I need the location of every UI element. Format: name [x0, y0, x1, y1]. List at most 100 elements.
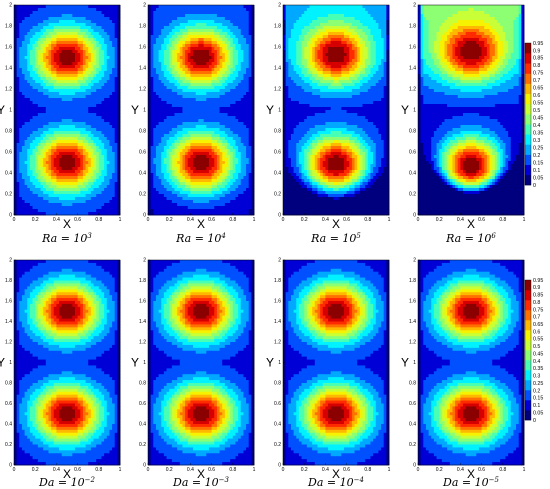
contour-cell [150, 149, 154, 153]
contour-cell [150, 131, 154, 135]
contour-cell [21, 152, 25, 156]
contour-cell [48, 20, 52, 24]
contour-cell [238, 131, 242, 135]
contour-cell [109, 104, 113, 108]
contour-cell [77, 122, 81, 126]
contour-cell [163, 104, 167, 108]
contour-cell [45, 179, 49, 183]
contour-cell [74, 128, 78, 132]
contour-cell [61, 134, 65, 138]
contour-cell [72, 80, 76, 84]
contour-cell [64, 152, 68, 156]
contour-cell [243, 92, 247, 96]
contour-cell [32, 20, 36, 24]
contour-cell [182, 95, 186, 99]
contour-cell [208, 101, 212, 105]
contour-cell [45, 161, 49, 165]
contour-cell [24, 5, 28, 9]
contour-cell [112, 149, 116, 153]
contour-cell [171, 14, 175, 18]
contour-cell [238, 47, 242, 51]
contour-cell [106, 41, 110, 45]
contour-cell [64, 194, 68, 198]
contour-cell [240, 71, 244, 75]
contour-cell [27, 83, 31, 87]
contour-cell [235, 80, 239, 84]
contour-cell [171, 53, 175, 57]
contour-cell [187, 122, 191, 126]
contour-cell [230, 128, 234, 132]
contour-cell [240, 137, 244, 141]
contour-cell [88, 11, 92, 15]
contour-cell [161, 140, 165, 144]
contour-cell [238, 116, 242, 120]
contour-cell [171, 98, 175, 102]
contour-cell [56, 200, 60, 204]
contour-cell [155, 83, 159, 87]
contour-cell [153, 104, 157, 108]
contour-cell [222, 8, 226, 12]
contour-cell [72, 149, 76, 153]
contour-cell [82, 104, 86, 108]
contour-cell [224, 71, 228, 75]
contour-cell [148, 5, 152, 9]
contour-cell [37, 26, 41, 30]
contour-cell [214, 20, 218, 24]
contour-cell [37, 131, 41, 135]
contour-cell [90, 212, 94, 216]
contour-cell [201, 89, 205, 93]
contour-cell [206, 101, 210, 105]
contour-cell [158, 62, 162, 66]
contour-cell [43, 47, 47, 51]
contour-cell [43, 86, 47, 90]
contour-cell [219, 80, 223, 84]
contour-cell [72, 65, 76, 69]
contour-cell [201, 20, 205, 24]
contour-cell [106, 155, 110, 159]
contour-cell [195, 65, 199, 69]
contour-cell [187, 95, 191, 99]
contour-cell [82, 188, 86, 192]
contour-cell [51, 26, 55, 30]
contour-cell [51, 128, 55, 132]
contour-cell [203, 83, 207, 87]
contour-cell [182, 17, 186, 21]
contour-cell [80, 104, 84, 108]
contour-cell [74, 158, 78, 162]
contour-cell [37, 113, 41, 117]
contour-cell [67, 65, 71, 69]
contour-cell [69, 59, 73, 63]
contour-cell [106, 71, 110, 75]
contour-cell [235, 47, 239, 51]
contour-cell [37, 149, 41, 153]
contour-cell [198, 128, 202, 132]
contour-cell [240, 29, 244, 33]
contour-cell [72, 119, 76, 123]
contour-cell [21, 8, 25, 12]
contour-cell [53, 95, 57, 99]
contour-cell [24, 68, 28, 72]
contour-cell [171, 77, 175, 81]
contour-cell [161, 74, 165, 78]
contour-cell [153, 107, 157, 111]
contour-cell [43, 182, 47, 186]
contour-cell [48, 164, 52, 168]
contour-cell [69, 44, 73, 48]
contour-cell [206, 98, 210, 102]
contour-cell [90, 68, 94, 72]
contour-cell [59, 35, 63, 39]
contour-cell [27, 188, 31, 192]
contour-cell [117, 182, 121, 186]
contour-cell [43, 191, 47, 195]
contour-cell [155, 65, 159, 69]
contour-cell [104, 41, 108, 45]
contour-cell [117, 170, 121, 174]
contour-cell [19, 23, 23, 27]
contour-cell [246, 98, 250, 102]
contour-cell [85, 80, 89, 84]
contour-cell [32, 137, 36, 141]
contour-cell [166, 110, 170, 114]
contour-cell [243, 50, 247, 54]
contour-cell [243, 38, 247, 42]
contour-cell [69, 74, 73, 78]
